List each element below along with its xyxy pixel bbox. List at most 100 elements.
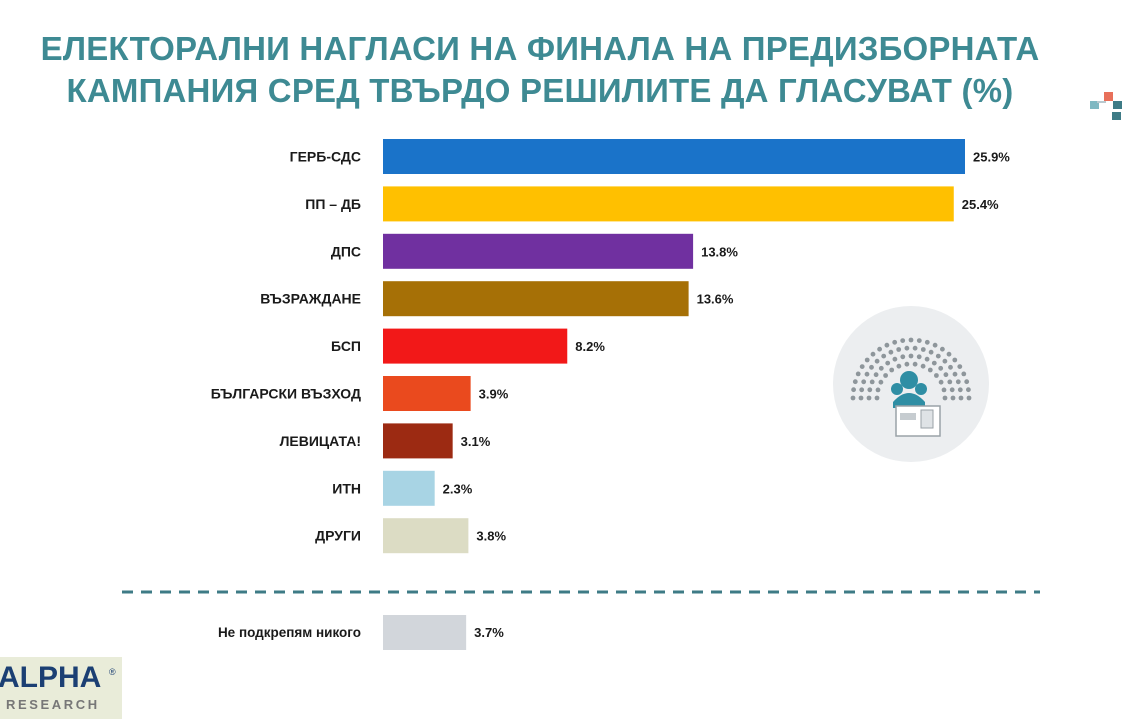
seat-dot — [958, 395, 964, 401]
seat-dot — [875, 387, 881, 393]
seat-dot — [885, 360, 891, 366]
seat-dot — [864, 371, 870, 377]
seat-dot — [866, 395, 872, 401]
category-label-1: ПП – ДБ — [305, 196, 361, 212]
bar-2 — [383, 233, 694, 269]
category-label-no-support: Не подкрепям никого — [218, 625, 361, 640]
seat-dot — [916, 354, 922, 360]
seat-dot — [952, 357, 958, 363]
seat-dot — [908, 337, 914, 343]
seat-dot — [928, 349, 934, 355]
seat-dot — [941, 387, 947, 393]
seat-dot — [932, 342, 938, 348]
seat-dot — [888, 349, 894, 355]
seat-dot — [912, 361, 918, 367]
category-label-0: ГЕРБ-СДС — [290, 149, 361, 165]
seat-dot — [851, 387, 856, 393]
bar-0 — [383, 139, 965, 174]
title-line-2: КАМПАНИЯ СРЕД ТВЪРДО РЕШИЛИТЕ ДА ГЛАСУВА… — [66, 72, 1014, 109]
category-label-5: БЪЛГАРСКИ ВЪЗХОД — [211, 386, 361, 402]
seat-dot — [858, 395, 864, 401]
seat-dot — [855, 371, 861, 377]
category-label-7: ИТН — [332, 480, 361, 496]
seat-dot — [878, 365, 884, 371]
seat-dot — [964, 379, 970, 385]
seat-dot — [927, 367, 933, 373]
seat-dot — [938, 379, 944, 385]
seat-dot — [940, 346, 945, 352]
seat-dot — [861, 379, 867, 385]
seat-dot — [912, 345, 918, 351]
seat-dot — [904, 361, 910, 367]
value-label-3: 13.6% — [697, 292, 734, 307]
logo-sub-text: RESEARCH — [6, 697, 100, 712]
seat-dot — [948, 364, 953, 370]
seat-dot — [900, 354, 906, 360]
parliament-vote-icon — [833, 306, 989, 462]
seat-dot — [934, 373, 939, 378]
value-label-6: 3.1% — [461, 434, 491, 449]
seat-dot — [924, 356, 930, 362]
value-label-8: 3.8% — [476, 529, 506, 544]
value-label-5: 3.9% — [479, 387, 509, 402]
no-support-group: Не подкрепям никого 3.7% — [218, 615, 504, 650]
seat-dot — [874, 358, 880, 364]
seat-dot — [935, 353, 941, 359]
seat-dot — [878, 379, 884, 385]
seat-dot — [904, 345, 910, 351]
seat-dot — [924, 339, 930, 345]
seat-dot — [916, 338, 922, 343]
seat-dot — [955, 379, 961, 385]
bar-3 — [383, 281, 689, 317]
seat-dot — [931, 360, 937, 366]
seat-dot — [892, 356, 898, 362]
seat-dot — [896, 363, 902, 369]
bar-no-support — [383, 615, 467, 650]
seat-dot — [900, 338, 906, 343]
category-label-2: ДПС — [331, 243, 361, 259]
value-label-1: 25.4% — [962, 197, 999, 212]
seat-dot — [957, 364, 963, 369]
seat-dot — [949, 387, 955, 393]
seat-dot — [920, 347, 926, 352]
seat-dot — [966, 395, 972, 401]
bar-7 — [383, 470, 435, 506]
seat-dot — [881, 353, 887, 359]
bar-8 — [383, 518, 469, 554]
logo-registered-mark: ® — [109, 667, 116, 677]
seat-dot — [920, 363, 926, 369]
seat-dot — [852, 379, 858, 385]
value-label-7: 2.3% — [443, 481, 473, 496]
seat-dot — [874, 395, 880, 401]
seat-dot — [943, 372, 949, 378]
seat-dot — [859, 364, 865, 369]
bar-6 — [383, 423, 453, 459]
category-label-6: ЛЕВИЦАТА! — [280, 433, 361, 449]
seat-dot — [908, 353, 914, 359]
seat-dot — [947, 379, 953, 385]
bar-1 — [383, 186, 954, 222]
seat-dot — [850, 395, 856, 401]
bars-group: ГЕРБ-СДС 25.9% ПП – ДБ 25.4% ДПС 13.8% ВЪЗРАЖД… — [211, 139, 1010, 554]
chart-title: ЕЛЕКТОРАЛНИ НАГЛАСИ НА ФИНАЛА НА ПРЕДИЗБ… — [0, 28, 1080, 112]
seat-dot — [942, 395, 948, 401]
seat-dot — [884, 342, 890, 348]
logo-main-text: ALPHA — [0, 661, 102, 694]
value-label-no-support: 3.7% — [474, 625, 504, 640]
seat-dot — [952, 371, 958, 377]
seat-dot — [942, 358, 948, 364]
seat-dot — [867, 387, 873, 393]
seat-dot — [966, 387, 971, 393]
seat-dot — [896, 347, 902, 352]
title-line-1: ЕЛЕКТОРАЛНИ НАГЛАСИ НА ФИНАЛА НА ПРЕДИЗБ… — [40, 30, 1040, 67]
seat-dot — [883, 373, 888, 378]
seat-dot — [950, 395, 956, 401]
bar-5 — [383, 376, 471, 411]
seat-dot — [870, 351, 876, 357]
value-label-2: 13.8% — [701, 244, 738, 259]
seat-dot — [938, 365, 944, 371]
seat-dot — [873, 372, 879, 378]
category-label-3: ВЪЗРАЖДАНЕ — [260, 291, 361, 307]
alpha-research-logo: ALPHA ® RESEARCH — [0, 657, 122, 719]
